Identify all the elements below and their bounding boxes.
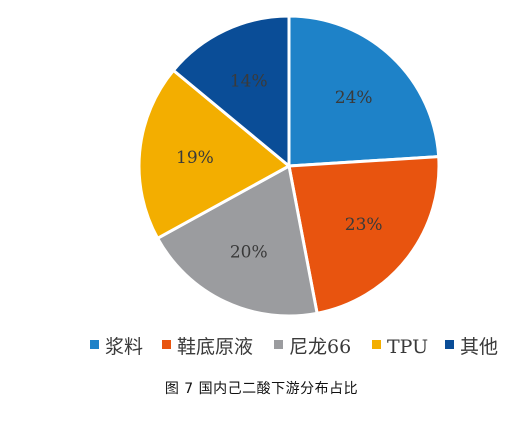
legend-item-0: 浆料 (90, 336, 143, 358)
legend-label-4: 其他 (460, 336, 498, 358)
slice-label-2: 20% (230, 243, 268, 263)
pie-slice-0 (287, 14, 441, 168)
legend-item-1: 鞋底原液 (162, 336, 253, 358)
legend-item-4: 其他 (445, 336, 498, 358)
legend-label-3: TPU (387, 336, 428, 358)
legend-swatch-0 (90, 340, 99, 349)
legend-swatch-1 (162, 340, 171, 349)
legend-label-1: 鞋底原液 (177, 336, 253, 358)
legend-item-3: TPU (372, 336, 428, 358)
slice-label-3: 19% (176, 148, 214, 168)
pie-slice-2 (156, 164, 319, 318)
slice-label-4: 14% (230, 71, 268, 91)
pie-slice-1 (287, 155, 441, 315)
pie-slice-4 (171, 14, 291, 168)
slice-label-0: 24% (335, 88, 373, 108)
figure-caption: 图 7 国内己二酸下游分布占比 (164, 381, 359, 397)
legend-label-0: 浆料 (105, 336, 143, 358)
pie-slice-3 (137, 68, 291, 240)
legend-swatch-2 (274, 340, 283, 349)
legend-swatch-4 (445, 340, 454, 349)
legend-label-2: 尼龙66 (289, 336, 351, 358)
legend-swatch-3 (372, 340, 381, 349)
slice-label-1: 23% (345, 215, 383, 235)
legend-item-2: 尼龙66 (274, 336, 351, 358)
